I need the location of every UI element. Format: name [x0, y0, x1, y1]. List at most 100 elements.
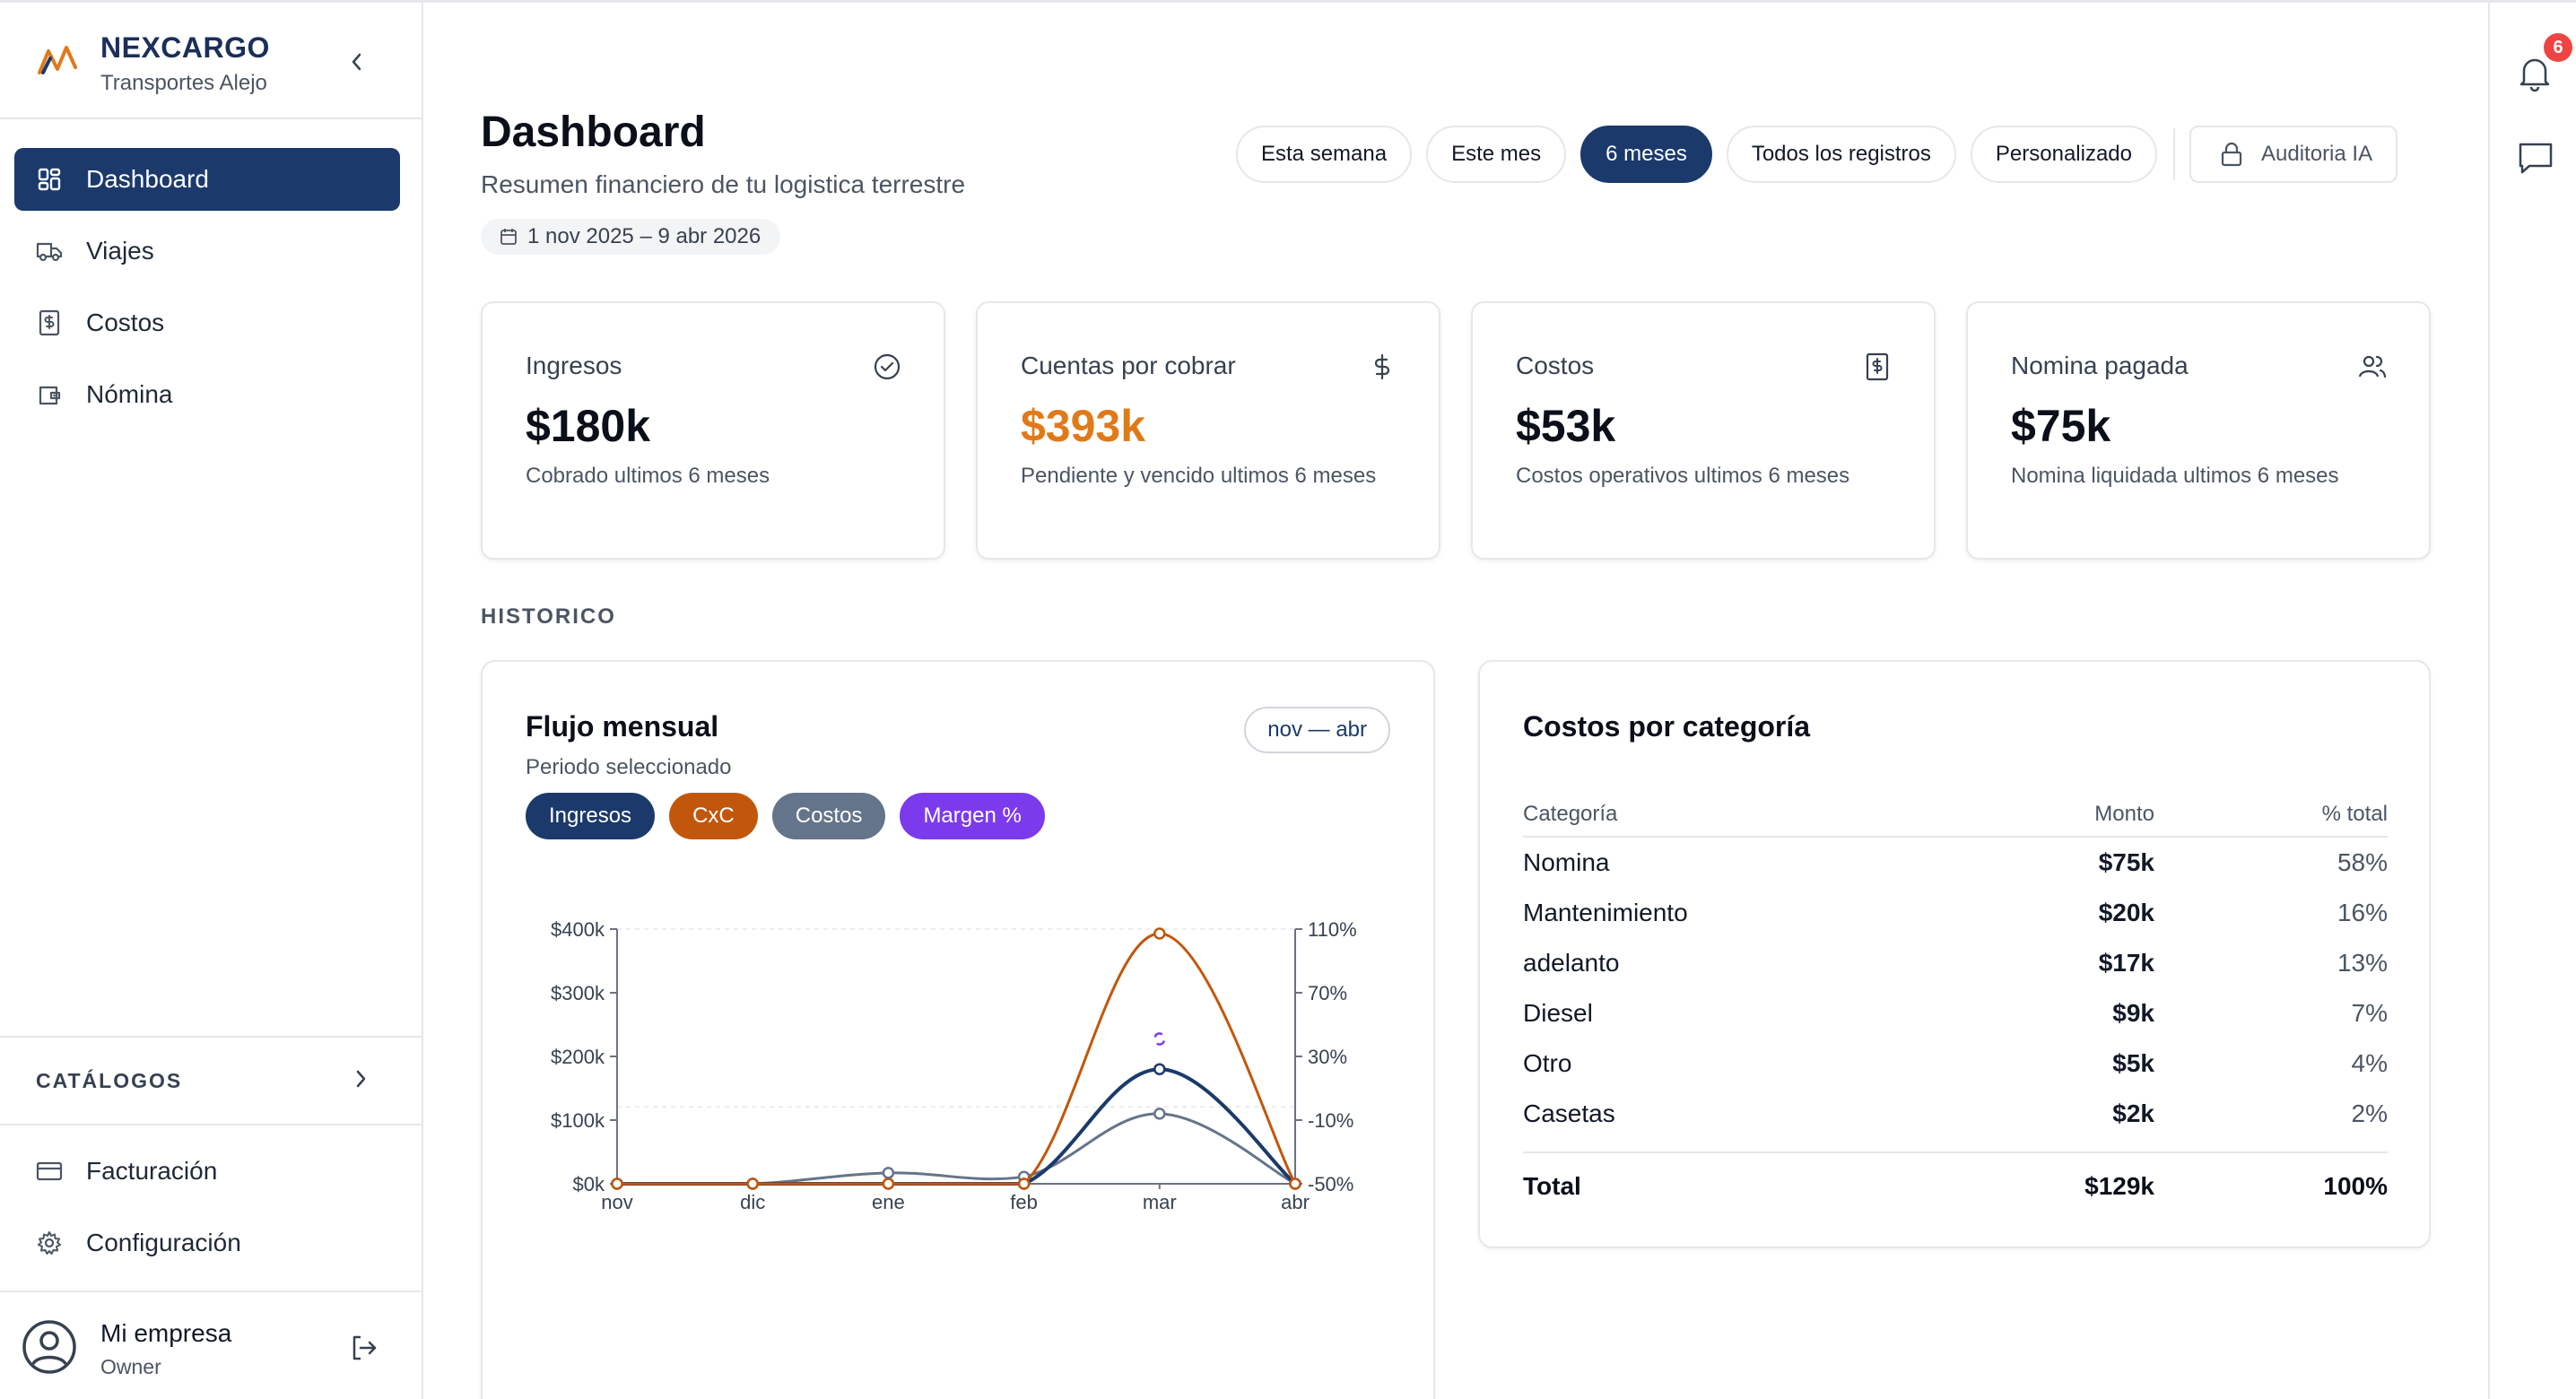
- sidebar: NEXCARGO Transportes Alejo Dashboard Via…: [0, 3, 423, 1399]
- point-ingresos: [1153, 1063, 1166, 1075]
- filter-este-mes[interactable]: Este mes: [1426, 126, 1567, 183]
- kpi-label: Nomina pagada: [2011, 352, 2189, 379]
- y-left-tick-label: $200k: [551, 1046, 605, 1068]
- point-cxc: [611, 1177, 623, 1190]
- brand-header: NEXCARGO Transportes Alejo: [0, 3, 422, 119]
- chevron-left-icon: [352, 53, 361, 71]
- date-range-chip: 1 nov 2025 – 9 abr 2026: [481, 219, 781, 255]
- page-subtitle: Resumen financiero de tu logistica terre…: [481, 170, 966, 198]
- point-margen-arc-a: [1153, 1032, 1163, 1038]
- sidebar-item-label: Costos: [86, 308, 165, 336]
- brand-subtitle: Transportes Alejo: [100, 71, 267, 95]
- total-amount: $129k: [2084, 1172, 2154, 1200]
- main-nav: Dashboard Viajes Costos Nómina: [14, 148, 400, 435]
- filter-personalizado[interactable]: Personalizado: [1970, 126, 2158, 183]
- point-cxc: [1289, 1177, 1301, 1190]
- bell-icon[interactable]: [2517, 53, 2553, 92]
- legend-margen[interactable]: Margen %: [900, 793, 1045, 839]
- category-amount: $5k: [2112, 1049, 2154, 1077]
- total-label: Total: [1523, 1172, 1581, 1200]
- filter-6-meses[interactable]: 6 meses: [1580, 126, 1712, 183]
- catalogs-toggle[interactable]: CATÁLOGOS: [0, 1036, 422, 1125]
- avatar-icon[interactable]: [22, 1319, 77, 1375]
- chat-icon[interactable]: [2517, 141, 2554, 177]
- category-name: Casetas: [1523, 1099, 1615, 1127]
- table-row: Mantenimiento $20k 16%: [1523, 888, 2388, 938]
- brand-name: NEXCARGO: [100, 31, 270, 64]
- header-categoria: Categoría: [1523, 802, 1618, 826]
- lock-icon: [2221, 142, 2242, 167]
- check-circle-icon: [874, 353, 901, 380]
- section-label-historico: HISTORICO: [481, 604, 616, 629]
- date-range-text: 1 nov 2025 – 9 abr 2026: [527, 224, 761, 248]
- filter-todos-los-registros[interactable]: Todos los registros: [1726, 126, 1956, 183]
- y-left-tick-label: $0k: [573, 1173, 605, 1195]
- y-right-tick-label: -10%: [1308, 1109, 1353, 1132]
- category-name: Mantenimiento: [1523, 899, 1688, 926]
- category-amount: $17k: [2098, 949, 2154, 977]
- sidebar-item-dashboard[interactable]: Dashboard: [14, 148, 400, 211]
- y-right-tick-label: -50%: [1308, 1173, 1353, 1195]
- kpi-label: Ingresos: [526, 352, 622, 379]
- x-tick-label: ene: [872, 1191, 905, 1213]
- header-monto: Monto: [2094, 802, 2154, 826]
- sidebar-item-nomina[interactable]: Nómina: [14, 363, 400, 426]
- y-left-tick-label: $100k: [551, 1109, 605, 1132]
- point-cxc: [1153, 927, 1166, 940]
- point-costos: [1153, 1108, 1166, 1120]
- sidebar-item-viajes[interactable]: Viajes: [14, 220, 400, 282]
- dollar-icon: [1374, 353, 1390, 380]
- header-pct: % total: [2321, 802, 2388, 826]
- point-margen-arc-b: [1156, 1040, 1166, 1046]
- kpi-value: $53k: [1516, 401, 1616, 451]
- series-line-cxc: [616, 932, 1297, 1186]
- chart-title: Flujo mensual: [526, 710, 719, 743]
- receipt-dollar-icon: [1866, 352, 1889, 381]
- wallet-icon: [36, 381, 63, 408]
- right-rail: 6: [2488, 3, 2576, 1399]
- logout-icon[interactable]: [348, 1332, 380, 1364]
- categories-table: Categoría Monto % total Nomina $75k 58% …: [1523, 793, 2388, 1220]
- sidebar-item-facturacion[interactable]: Facturación: [14, 1140, 400, 1203]
- filter-esta-semana[interactable]: Esta semana: [1236, 126, 1413, 183]
- sidebar-item-label: Configuración: [86, 1229, 241, 1256]
- secondary-nav: Facturación Configuración: [14, 1140, 400, 1283]
- legend-cxc[interactable]: CxC: [669, 793, 758, 839]
- category-amount: $20k: [2098, 899, 2154, 926]
- x-tick-label: dic: [740, 1191, 765, 1213]
- user-role: Owner: [100, 1355, 161, 1378]
- category-pct: 7%: [2351, 999, 2388, 1027]
- legend-ingresos[interactable]: Ingresos: [526, 793, 656, 839]
- y-right-tick-label: 70%: [1308, 982, 1347, 1004]
- kpi-value: $393k: [1021, 401, 1146, 451]
- top-border: [0, 0, 2576, 3]
- sidebar-item-label: Facturación: [86, 1157, 218, 1185]
- collapse-sidebar-button[interactable]: [339, 44, 375, 80]
- point-cxc: [1017, 1177, 1031, 1190]
- y-left-tick-label: $400k: [551, 918, 605, 941]
- point-cxc: [746, 1177, 759, 1190]
- category-amount: $75k: [2098, 848, 2154, 876]
- auditoria-ia-button[interactable]: Auditoria IA: [2189, 126, 2398, 183]
- kpi-card-costos: Costos $53k Costos operativos ultimos 6 …: [1471, 301, 1936, 560]
- gear-icon: [36, 1230, 63, 1256]
- category-pct: 58%: [2337, 848, 2388, 876]
- dashboard-grid-icon: [36, 166, 63, 193]
- calendar-icon: [500, 229, 517, 245]
- series-line-costos: [616, 1112, 1296, 1186]
- sidebar-item-configuracion[interactable]: Configuración: [14, 1212, 400, 1274]
- period-filters: Esta semana Este mes 6 meses Todos los r…: [1236, 126, 2412, 183]
- notification-badge: 6: [2544, 33, 2572, 62]
- chart-range-button[interactable]: nov — abr: [1244, 707, 1390, 753]
- credit-card-icon: [36, 1158, 63, 1185]
- chart-subtitle: Periodo seleccionado: [526, 755, 732, 779]
- flujo-mensual-card: Flujo mensual Periodo seleccionado nov —…: [481, 660, 1435, 1399]
- auditoria-ia-label: Auditoria IA: [2261, 142, 2373, 166]
- nexcargo-logo-icon: [38, 46, 77, 74]
- kpi-description: Costos operativos ultimos 6 meses: [1516, 464, 1850, 488]
- users-icon: [2358, 355, 2387, 378]
- kpi-description: Nomina liquidada ultimos 6 meses: [2011, 464, 2339, 488]
- legend-costos[interactable]: Costos: [771, 793, 886, 839]
- sidebar-item-costos[interactable]: Costos: [14, 291, 400, 354]
- category-name: Otro: [1523, 1049, 1572, 1077]
